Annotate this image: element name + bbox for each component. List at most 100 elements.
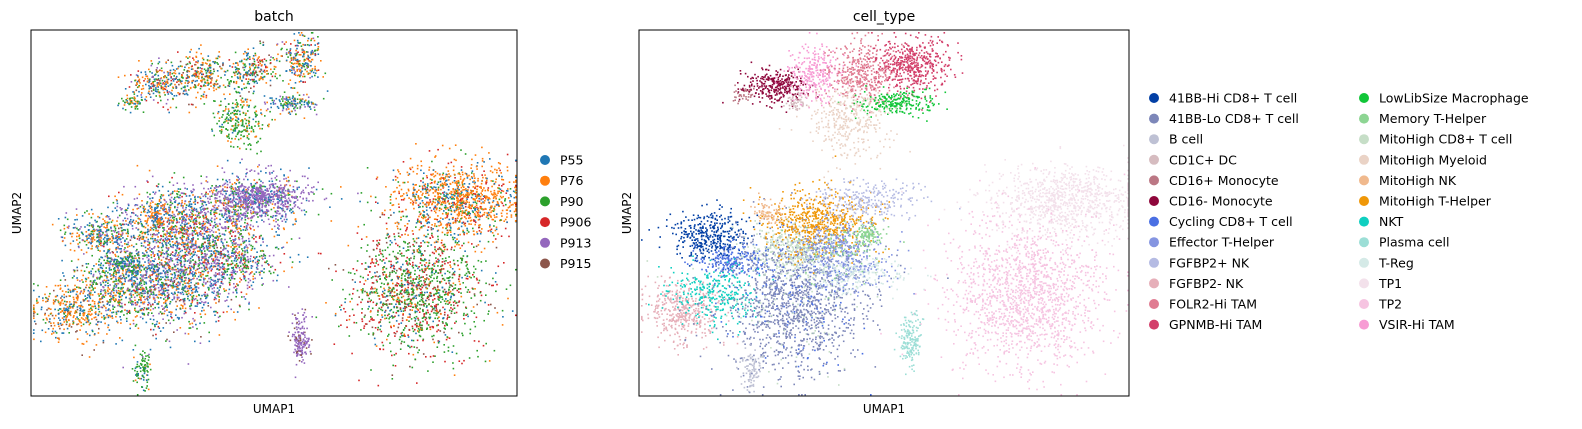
- cell-type-legend-marker: [1149, 257, 1159, 268]
- cell-type-legend-item: FOLR2-Hi TAM: [1149, 297, 1257, 312]
- cell-type-legend-item: FGFBP2- NK: [1149, 276, 1244, 291]
- batch-legend-marker: [540, 258, 550, 269]
- cell-type-legend-marker: [1149, 299, 1159, 309]
- cell-type-legend-label: MitoHigh Myeloid: [1379, 152, 1487, 167]
- batch-legend-item: P906: [540, 215, 591, 230]
- cell-type-legend-item: CD16+ Monocyte: [1149, 173, 1279, 188]
- cell-type-legend-marker: [1359, 196, 1369, 206]
- cell-type-legend-marker: [1359, 154, 1369, 165]
- cell-type-legend-label: Plasma cell: [1379, 235, 1450, 250]
- cell-type-legend-marker: [1359, 319, 1369, 330]
- cell-type-scatter-points: [641, 32, 1129, 396]
- cell-type-legend-label: CD16+ Monocyte: [1169, 173, 1279, 188]
- cell-type-legend-label: 41BB-Lo CD8+ T cell: [1169, 111, 1299, 126]
- cell-type-legend-item: 41BB-Lo CD8+ T cell: [1149, 111, 1299, 126]
- batch-legend-label: P913: [560, 235, 591, 250]
- cell-type-legend-item: T-Reg: [1359, 255, 1414, 270]
- cell-type-legend-label: MitoHigh NK: [1379, 173, 1457, 188]
- batch-x-axis-label: UMAP1: [253, 402, 295, 416]
- cell-type-legend-item: TP2: [1359, 297, 1402, 312]
- cell-type-legend-item: Plasma cell: [1359, 235, 1450, 250]
- batch-legend-item: P913: [540, 235, 591, 250]
- cell-type-legend-label: Cycling CD8+ T cell: [1169, 214, 1293, 229]
- cell-type-legend-item: Effector T-Helper: [1149, 235, 1275, 250]
- cell-type-legend-item: FGFBP2+ NK: [1149, 255, 1250, 270]
- batch-legend-item: P915: [540, 256, 591, 271]
- cell-type-legend-label: GPNMB-Hi TAM: [1169, 317, 1262, 332]
- cell-type-legend-label: TP2: [1378, 297, 1402, 312]
- cell-type-legend-item: VSIR-Hi TAM: [1359, 317, 1455, 332]
- batch-scatter-points: [33, 32, 517, 396]
- cell-type-legend-item: LowLibSize Macrophage: [1359, 91, 1529, 106]
- batch-legend-marker: [540, 175, 550, 186]
- cell-type-legend-label: VSIR-Hi TAM: [1379, 317, 1455, 332]
- cell-type-legend-label: FOLR2-Hi TAM: [1169, 297, 1257, 312]
- cell-type-legend-item: MitoHigh NK: [1359, 173, 1457, 188]
- cell-type-legend-item: Cycling CD8+ T cell: [1149, 214, 1293, 229]
- cell-type-legend-label: LowLibSize Macrophage: [1379, 91, 1529, 106]
- cell-type-chart-title: cell_type: [853, 9, 915, 25]
- cell-type-legend-marker: [1149, 278, 1159, 289]
- cell-type-legend-label: CD16- Monocyte: [1169, 194, 1273, 209]
- batch-legend-item: P55: [540, 153, 583, 168]
- batch-legend-marker: [540, 196, 550, 207]
- cell-type-legend-marker: [1149, 113, 1159, 124]
- cell-type-legend-item: GPNMB-Hi TAM: [1149, 317, 1262, 332]
- batch-legend-marker: [540, 155, 550, 165]
- cell-type-legend-item: Memory T-Helper: [1359, 111, 1487, 126]
- cell-type-legend-label: B cell: [1169, 132, 1203, 147]
- batch-legend-label: P915: [560, 256, 591, 271]
- cell-type-legend-label: 41BB-Hi CD8+ T cell: [1169, 91, 1297, 106]
- cell-type-legend-marker: [1359, 113, 1369, 124]
- cell-type-legend-item: NKT: [1359, 214, 1404, 229]
- cell-type-plot-frame: [638, 29, 1130, 397]
- cell-type-legend-label: Memory T-Helper: [1379, 111, 1487, 126]
- cell-type-legend-marker: [1149, 134, 1159, 145]
- batch-legend-item: P76: [540, 173, 583, 188]
- cell-type-legend-marker: [1149, 93, 1159, 103]
- batch-legend-marker: [540, 237, 550, 248]
- cell-type-legend-label: FGFBP2+ NK: [1169, 255, 1250, 270]
- cell-type-x-axis-label: UMAP1: [863, 402, 905, 416]
- cell-type-legend-item: B cell: [1149, 132, 1203, 147]
- cell-type-legend-item: CD16- Monocyte: [1149, 194, 1273, 209]
- batch-legend: P55 P76 P90 P906 P913 P915: [540, 153, 591, 271]
- cell-type-legend-label: TP1: [1378, 276, 1402, 291]
- cell-type-legend-marker: [1359, 278, 1369, 289]
- batch-legend-marker: [540, 217, 550, 228]
- cell-type-legend-marker: [1359, 257, 1369, 268]
- cell-type-legend-label: MitoHigh CD8+ T cell: [1379, 132, 1512, 147]
- batch-legend-item: P90: [540, 194, 583, 209]
- batch-chart-title: batch: [254, 9, 294, 25]
- cell-type-legend-item: 41BB-Hi CD8+ T cell: [1149, 91, 1297, 106]
- batch-legend-label: P906: [560, 215, 591, 230]
- cell-type-legend-item: MitoHigh Myeloid: [1359, 152, 1487, 167]
- cell-type-legend-marker: [1149, 319, 1159, 330]
- cell-type-legend-marker: [1359, 175, 1369, 186]
- cell-type-legend-item: TP1: [1359, 276, 1402, 291]
- cell-type-legend-label: T-Reg: [1378, 255, 1414, 270]
- cell-type-legend-marker: [1149, 237, 1159, 248]
- cell-type-legend-label: Effector T-Helper: [1169, 235, 1275, 250]
- cell-type-legend-label: NKT: [1379, 214, 1404, 229]
- batch-panel: batch UMAP1 UMAP2 P55 P76 P90 P906 P913 P915: [10, 9, 591, 416]
- cell-type-legend: 41BB-Hi CD8+ T cell 41BB-Lo CD8+ T cell B …: [1149, 91, 1529, 332]
- cell-type-legend-marker: [1359, 216, 1369, 227]
- cell-type-legend-marker: [1359, 299, 1369, 309]
- cell-type-legend-marker: [1359, 237, 1369, 248]
- cell-type-legend-marker: [1359, 134, 1369, 145]
- batch-y-axis-label: UMAP2: [10, 192, 24, 234]
- cell-type-legend-label: MitoHigh T-Helper: [1379, 194, 1492, 209]
- batch-plot-frame: [30, 29, 518, 397]
- batch-legend-label: P55: [560, 153, 583, 168]
- cell-type-legend-item: MitoHigh T-Helper: [1359, 194, 1492, 209]
- cell-type-legend-item: CD1C+ DC: [1149, 152, 1237, 167]
- cell-type-legend-marker: [1149, 154, 1159, 165]
- cell-type-y-axis-label: UMAP2: [620, 192, 634, 234]
- cell-type-legend-marker: [1359, 93, 1369, 103]
- cell-type-legend-marker: [1149, 196, 1159, 206]
- batch-legend-label: P76: [560, 173, 583, 188]
- batch-legend-label: P90: [560, 194, 583, 209]
- cell-type-legend-label: CD1C+ DC: [1169, 152, 1237, 167]
